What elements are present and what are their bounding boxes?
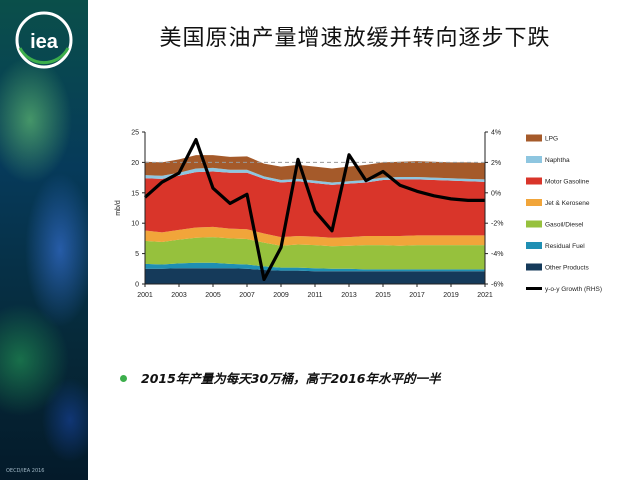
sidebar-panel: iea OECD/IEA 2016	[0, 0, 88, 480]
bullet-point: 2015年产量为每天30万桶，高于2016年水平的一半	[120, 368, 440, 387]
x-tick-label: 2001	[137, 292, 153, 299]
x-tick-label: 2015	[375, 292, 391, 299]
x-tick-label: 2009	[273, 292, 289, 299]
y-axis-label: mb/d	[115, 200, 122, 216]
y2-tick-label: -4%	[491, 251, 503, 258]
y2-tick-label: -6%	[491, 282, 503, 289]
y-ticks-left: 0 5 10 15 20 25	[131, 130, 145, 289]
area-other-products	[145, 268, 485, 284]
logo-text: iea	[30, 31, 59, 53]
y-ticks-right: -6% -4% -2% 0% 2% 4%	[485, 130, 503, 289]
bullet-text: 2015年产量为每天30万桶，高于2016年水平的一半	[141, 371, 441, 386]
legend-label: LPG	[545, 136, 558, 143]
y2-tick-label: 4%	[491, 130, 501, 137]
legend-swatch	[526, 263, 542, 271]
copyright-text: OECD/IEA 2016	[6, 468, 45, 474]
legend-label: y-o-y Growth (RHS)	[545, 286, 602, 293]
legend-swatch	[526, 220, 542, 228]
y-tick-label: 0	[135, 282, 139, 289]
y-tick-label: 20	[131, 160, 139, 167]
x-tick-label: 2017	[409, 292, 425, 299]
x-tick-label: 2019	[443, 292, 459, 299]
x-tick-label: 2005	[205, 292, 221, 299]
y-tick-label: 5	[135, 251, 139, 258]
y2-tick-label: -2%	[491, 221, 503, 228]
x-tick-label: 2013	[341, 292, 357, 299]
legend-swatch	[526, 134, 542, 142]
x-tick-label: 2007	[239, 292, 255, 299]
area-motor-gasoline	[145, 171, 485, 238]
legend-label: Gasoil/Diesel	[545, 222, 584, 229]
bullet-dot-icon	[120, 375, 127, 382]
legend: LPG Naphtha Motor Gasoline Jet & Kerosene Ga…	[526, 134, 602, 293]
legend-swatch	[526, 156, 542, 163]
area-residual-fuel	[145, 262, 485, 272]
y2-tick-label: 0%	[491, 190, 501, 197]
legend-label: Residual Fuel	[545, 243, 585, 250]
y2-tick-label: 2%	[491, 160, 501, 167]
y-tick-label: 15	[131, 190, 139, 197]
legend-label: Other Products	[545, 265, 589, 272]
area-gasoil-diesel	[145, 237, 485, 270]
legend-swatch	[526, 242, 542, 249]
growth-line	[143, 138, 485, 282]
x-tick-label: 2011	[307, 292, 322, 299]
slide-title: 美国原油产量增速放缓并转向逐步下跌	[159, 26, 551, 51]
iea-logo: iea	[15, 11, 73, 69]
stacked-areas	[145, 155, 485, 284]
y-tick-label: 10	[131, 221, 139, 228]
legend-label: Jet & Kerosene	[545, 200, 590, 207]
area-naphtha	[145, 167, 485, 185]
legend-label: Motor Gasoline	[545, 179, 589, 186]
y-tick-label: 25	[131, 130, 139, 137]
legend-label: Naphtha	[545, 157, 570, 164]
x-tick-label: 2021	[477, 292, 493, 299]
legend-swatch	[526, 177, 542, 185]
x-tick-label: 2003	[171, 292, 187, 299]
x-ticks: 2001 2003 2005 2007 2009 2011 2013 2015 2017 2019…	[137, 284, 493, 299]
legend-swatch	[526, 199, 542, 206]
